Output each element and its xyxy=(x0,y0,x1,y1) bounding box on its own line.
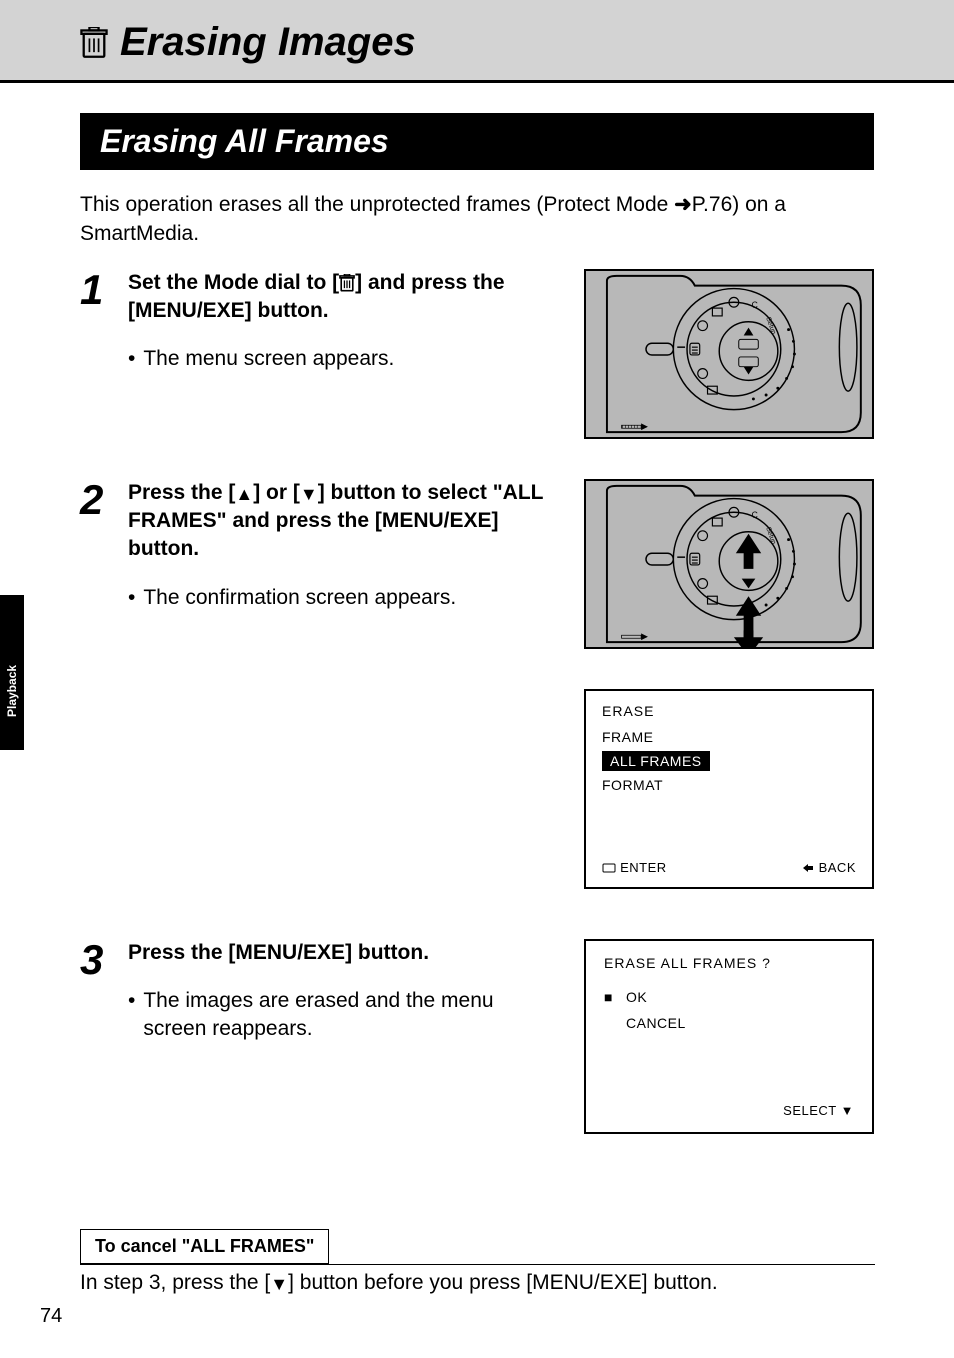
step3-bullet-text: The images are erased and the menu scree… xyxy=(143,987,560,1044)
arrow-right-icon: ➜ xyxy=(674,190,692,219)
lcd2-hint-label: SELECT xyxy=(783,1103,836,1118)
cancel-before: In step 3, press the [ xyxy=(80,1271,270,1294)
lcd2-hint: SELECT ▼ xyxy=(783,1103,854,1118)
step2-mid: ] or [ xyxy=(253,481,300,504)
bullet-dot: • xyxy=(128,345,135,373)
page-title: Erasing Images xyxy=(120,20,416,65)
lcd2-ok-text: OK xyxy=(626,989,647,1005)
square-marker-icon: ■ xyxy=(604,989,616,1005)
step-1-instruction: Set the Mode dial to [] and press the [M… xyxy=(128,269,560,326)
bullet-dot: • xyxy=(128,584,135,612)
svg-text:C: C xyxy=(751,300,757,310)
step-number: 1 xyxy=(80,269,120,311)
lcd2-ok: ■ OK xyxy=(604,989,854,1005)
lcd-item-format: FORMAT xyxy=(602,777,856,793)
lcd2-cancel: CANCEL xyxy=(604,1015,854,1031)
intro-ref: P.76 xyxy=(692,193,733,216)
step-1-bullet: • The menu screen appears. xyxy=(128,345,560,373)
lcd-back: BACK xyxy=(802,860,856,875)
step-2-instruction: Press the [▲] or [▼] button to select "A… xyxy=(128,479,560,564)
cancel-box: To cancel "ALL FRAMES" xyxy=(80,1229,329,1264)
lcd-bottom-row: ENTER BACK xyxy=(602,860,856,875)
step-2: 2 Press the [▲] or [▼] button to select … xyxy=(80,479,874,659)
page-header: Erasing Images xyxy=(0,0,954,80)
section-heading: Erasing All Frames xyxy=(80,113,874,170)
step-number: 3 xyxy=(80,939,120,981)
svg-text:C: C xyxy=(751,510,757,520)
camera-diagram-1: C Setup xyxy=(584,269,874,439)
down-triangle-icon: ▼ xyxy=(300,482,318,506)
lcd-block-1: ERASE FRAME ALL FRAMES FORMAT ENTER BACK xyxy=(80,689,874,909)
lcd2-title: ERASE ALL FRAMES ? xyxy=(604,955,854,971)
trash-icon xyxy=(80,27,108,59)
down-triangle-icon: ▼ xyxy=(270,1274,288,1295)
camera-diagram-2: C Setup xyxy=(584,479,874,649)
down-triangle-icon: ▼ xyxy=(841,1103,854,1118)
bullet-dot: • xyxy=(128,987,135,1044)
intro-text: This operation erases all the unprotecte… xyxy=(80,190,874,249)
trash-icon xyxy=(339,274,355,292)
lcd-item-allframes: ALL FRAMES xyxy=(602,751,710,771)
step-2-bullet: • The confirmation screen appears. xyxy=(128,584,560,612)
step-3-bullet: • The images are erased and the menu scr… xyxy=(128,987,560,1044)
lcd-item-frame: FRAME xyxy=(602,729,856,745)
step-1: 1 Set the Mode dial to [] and press the … xyxy=(80,269,874,449)
lcd-enter: ENTER xyxy=(602,860,667,875)
lcd-screen-menu: ERASE FRAME ALL FRAMES FORMAT ENTER BACK xyxy=(584,689,874,889)
intro-before: This operation erases all the unprotecte… xyxy=(80,193,674,216)
page-number: 74 xyxy=(40,1305,62,1328)
step2-bullet-text: The confirmation screen appears. xyxy=(143,584,456,612)
cancel-section: To cancel "ALL FRAMES" In step 3, press … xyxy=(80,1189,874,1295)
step-3: 3 Press the [MENU/EXE] button. • The ima… xyxy=(80,939,874,1159)
cancel-text: In step 3, press the [▼] button before y… xyxy=(80,1271,874,1295)
step1-bullet-text: The menu screen appears. xyxy=(143,345,394,373)
step2-before: Press the [ xyxy=(128,481,235,504)
cancel-after: ] button before you press [MENU/EXE] but… xyxy=(288,1271,718,1294)
lcd-screen-confirm: ERASE ALL FRAMES ? ■ OK CANCEL SELECT ▼ xyxy=(584,939,874,1134)
step-number: 2 xyxy=(80,479,120,521)
up-triangle-icon: ▲ xyxy=(235,482,253,506)
step-3-instruction: Press the [MENU/EXE] button. xyxy=(128,939,560,967)
step1-before: Set the Mode dial to [ xyxy=(128,271,339,294)
lcd-title: ERASE xyxy=(602,703,856,719)
lcd2-cancel-text: CANCEL xyxy=(626,1015,686,1031)
cancel-rule xyxy=(80,1264,875,1265)
